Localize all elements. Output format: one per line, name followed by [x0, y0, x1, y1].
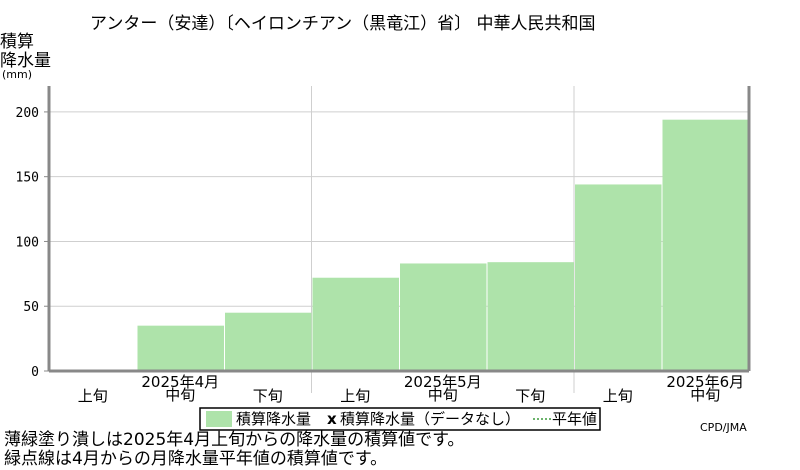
- month-label-3: 2025年6月: [666, 373, 744, 391]
- legend-box: [199, 407, 601, 431]
- legend-label-accumulated: 積算降水量: [236, 410, 311, 428]
- legend-label-normal: 平年値: [552, 410, 597, 428]
- y-tick-label-200: 200: [16, 106, 39, 121]
- x-tick-label-8: 中旬: [690, 386, 720, 404]
- bar-3: [225, 312, 312, 371]
- bar-8: [662, 119, 749, 371]
- bar-4: [312, 277, 399, 371]
- y-tick-label-100: 100: [16, 235, 39, 250]
- y-axis-unit: (mm): [2, 68, 32, 81]
- bar-7: [575, 184, 662, 371]
- month-label-1: 2025年4月: [141, 373, 219, 391]
- bar-5: [400, 263, 487, 371]
- note-line-1: 薄緑塗り潰しは2025年4月上旬からの降水量の積算値です。: [4, 430, 465, 450]
- legend: 積算降水量 x 積算降水量（データなし） 平年値: [199, 407, 601, 431]
- x-tick-label-7: 上旬: [603, 387, 633, 405]
- chart-title: アンター（安達）〔ヘイロンチアン（黒竜江）省〕 中華人民共和国: [90, 14, 596, 34]
- y-axis-label-line2: 降水量: [0, 51, 51, 71]
- y-tick-label-0: 0: [31, 365, 39, 380]
- x-tick-label-6: 下旬: [515, 387, 545, 405]
- x-tick-label-2: 中旬: [165, 386, 195, 404]
- y-tick-label-50: 50: [23, 300, 39, 315]
- accumulated-precipitation-area: [50, 119, 749, 371]
- x-tick-label-5: 中旬: [428, 386, 458, 404]
- axes: [44, 86, 751, 373]
- y-axis-label-line1: 積算: [0, 32, 34, 52]
- x-tick-label-1: 上旬: [78, 387, 108, 405]
- x-tick-label-4: 上旬: [340, 387, 370, 405]
- x-tick-label-3: 下旬: [253, 387, 283, 405]
- legend-marker-no-data: x: [327, 410, 337, 428]
- credit: CPD/JMA: [700, 421, 747, 434]
- y-tick-label-150: 150: [16, 171, 39, 186]
- month-label-2: 2025年5月: [404, 373, 482, 391]
- y-tick-labels: 0 50 100 150 200: [16, 106, 39, 380]
- note-line-2: 緑点線は4月からの月降水量平年値の積算値です。: [4, 449, 388, 469]
- bar-2: [137, 325, 224, 371]
- bar-6: [487, 262, 574, 371]
- legend-swatch-accumulated: [206, 411, 232, 427]
- legend-label-no-data: 積算降水量（データなし）: [340, 410, 520, 428]
